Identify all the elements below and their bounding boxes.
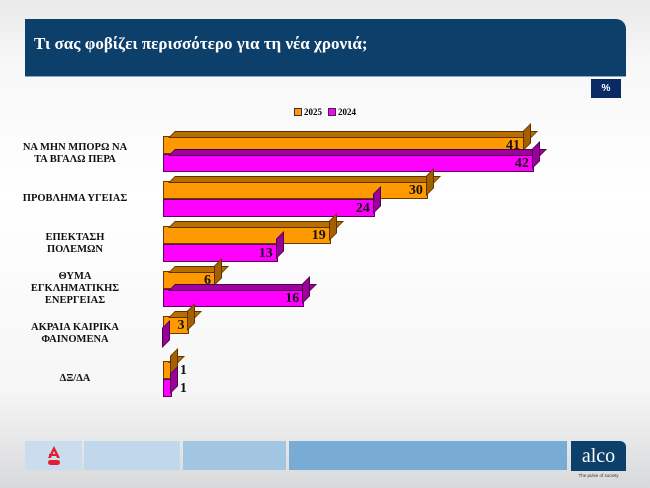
category-label: ΝΑ ΜΗΝ ΜΠΟΡΩ ΝΑ ΤΑ ΒΓΑΛΩ ΠΕΡΑ: [0, 142, 150, 166]
category-label-line: ΠΡΟΒΛΗΜΑ ΥΓΕΙΑΣ: [22, 193, 128, 204]
bar-2024: 1: [163, 366, 187, 397]
title-banner: Τι σας φοβίζει περισσότερο για τη νέα χρ…: [25, 19, 626, 76]
legend: 2025 2024: [294, 107, 356, 117]
category-label: ΠΡΟΒΛΗΜΑ ΥΓΕΙΑΣ: [0, 193, 150, 205]
bar-value-label: 42: [514, 156, 529, 171]
legend-item-2025: 2025: [294, 107, 322, 117]
bar-value-label: 13: [258, 246, 273, 261]
footer-band-1: [84, 441, 180, 470]
bar-side-face: [531, 141, 540, 169]
category-label-line: ΤΑ ΒΓΑΛΩ ΠΕΡΑ: [34, 154, 116, 165]
legend-swatch-2024: [328, 108, 336, 116]
bar-value-label: 24: [355, 201, 370, 216]
bar-top-face: [168, 311, 203, 318]
category-label-line: ΕΝΕΡΓΕΙΑΣ: [44, 295, 106, 306]
footer-band-2: [183, 441, 286, 470]
category-label-line: ΕΓΚΛΗΜΑΤΙΚΗΣ: [30, 283, 120, 294]
bar-2025: 19: [163, 213, 344, 244]
category-label-line: ΕΠΕΚΤΑΣΗ: [45, 232, 105, 243]
bar-side-face: [213, 258, 222, 286]
alco-tagline: The pulse of society: [578, 473, 619, 478]
bar-side-face: [425, 168, 434, 196]
bar-side-face: [523, 123, 532, 151]
chart-title: Τι σας φοβίζει περισσότερο για τη νέα χρ…: [34, 34, 368, 53]
bar-top-face: [168, 131, 539, 138]
alco-logo: alco: [571, 441, 626, 471]
bar-2024: 42: [163, 141, 547, 172]
category-label-line: ΠΟΛΕΜΩΝ: [47, 244, 103, 255]
category-label: ΔΞ/ΔΑ: [0, 373, 150, 385]
category-label: ΘΥΜΑ ΕΓΚΛΗΜΑΤΙΚΗΣ ΕΝΕΡΓΕΙΑΣ: [0, 271, 150, 307]
bar-2024: 16: [163, 276, 318, 307]
unit-badge: %: [591, 79, 621, 98]
category-label-line: ΝΑ ΜΗΝ ΜΠΟΡΩ ΝΑ: [22, 142, 128, 153]
bar-2025: 1: [163, 348, 187, 379]
category-label-line: ΘΥΜΑ: [58, 271, 92, 282]
bar-side-face: [302, 276, 311, 304]
category-label-line: ΦΑΙΝΟΜΕΝΑ: [41, 334, 109, 345]
bar-top-face: [168, 149, 547, 156]
bar-value-label: 30: [408, 183, 423, 198]
legend-swatch-2025: [294, 108, 302, 116]
bar-2024: 24: [163, 186, 381, 217]
category-label-line: ΔΞ/ΔΑ: [59, 373, 91, 384]
bar-value-label: 6: [203, 273, 211, 288]
category-label-line: ΑΚΡΑΙΑ ΚΑΙΡΙΚΑ: [30, 322, 119, 333]
legend-label-2025: 2025: [304, 107, 322, 117]
footer-band-3: [289, 441, 567, 470]
bar-side-face: [187, 303, 196, 331]
alpha-logo-box: [25, 441, 82, 470]
bar-2025: 30: [163, 168, 441, 199]
legend-item-2024: 2024: [328, 107, 356, 117]
bar-value-label: 19: [311, 228, 326, 243]
category-label: ΕΠΕΚΤΑΣΗ ΠΟΛΕΜΩΝ: [0, 232, 150, 256]
alpha-logo-icon: [47, 445, 60, 465]
bar-value-label: 16: [285, 291, 300, 306]
bar-side-face: [328, 213, 337, 241]
bar-value-label: 1: [179, 381, 187, 396]
legend-label-2024: 2024: [338, 107, 356, 117]
category-label: ΑΚΡΑΙΑ ΚΑΙΡΙΚΑ ΦΑΙΝΟΜΕΝΑ: [0, 322, 150, 346]
bar-value-label: 1: [179, 363, 187, 378]
bar-top-face: [168, 176, 441, 183]
bar-value-label: 3: [177, 318, 185, 333]
